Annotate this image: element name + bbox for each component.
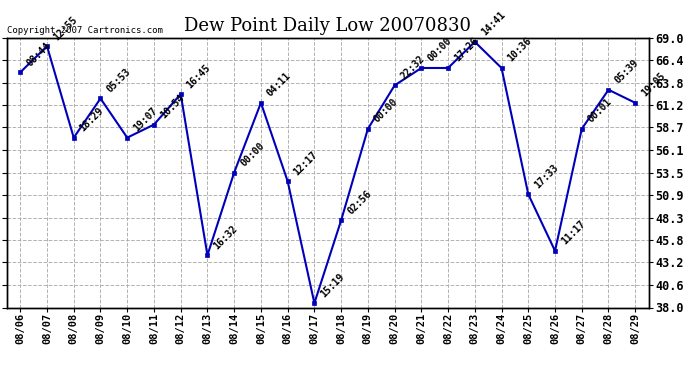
Text: 19:07: 19:07 [131,106,159,134]
Text: 05:53: 05:53 [105,66,132,94]
Text: 08:44: 08:44 [24,40,52,68]
Text: 00:01: 00:01 [586,97,614,125]
Text: 16:45: 16:45 [185,62,213,90]
Text: 17:26: 17:26 [452,36,480,64]
Text: 15:19: 15:19 [319,271,346,299]
Text: 12:55: 12:55 [51,14,79,42]
Text: Copyright 2007 Cartronics.com: Copyright 2007 Cartronics.com [7,26,163,35]
Text: 17:33: 17:33 [533,162,560,190]
Text: 00:00: 00:00 [372,97,400,125]
Text: 16:32: 16:32 [212,223,239,251]
Text: 14:41: 14:41 [479,10,507,38]
Text: 05:39: 05:39 [613,58,640,86]
Text: 04:11: 04:11 [265,71,293,99]
Text: 02:56: 02:56 [345,188,373,216]
Text: 00:00: 00:00 [238,141,266,168]
Text: 22:32: 22:32 [399,53,426,81]
Text: 18:29: 18:29 [78,106,106,134]
Title: Dew Point Daily Low 20070830: Dew Point Daily Low 20070830 [184,16,471,34]
Text: 10:36: 10:36 [506,36,533,64]
Text: 10:54: 10:54 [158,93,186,120]
Text: 12:17: 12:17 [292,149,319,177]
Text: 11:17: 11:17 [559,219,587,247]
Text: 00:00: 00:00 [426,36,453,64]
Text: 19:05: 19:05 [640,71,667,99]
